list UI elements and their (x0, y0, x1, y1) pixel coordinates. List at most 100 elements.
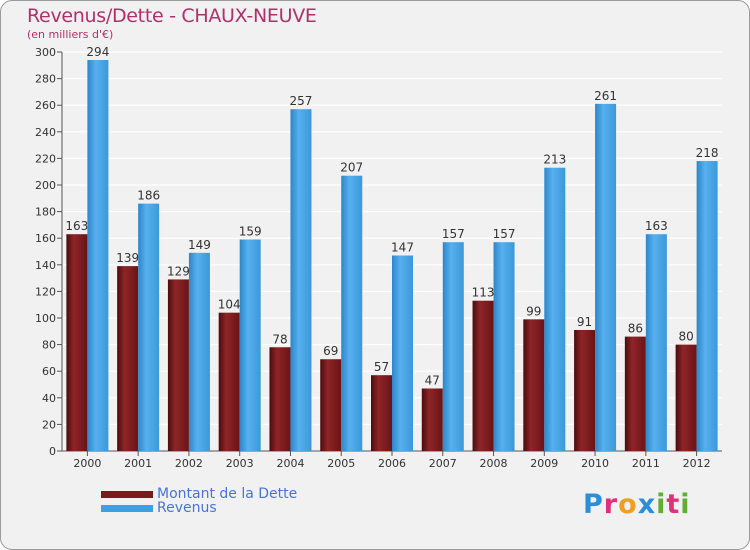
bar-dette (472, 300, 494, 451)
y-tick-label: 240 (35, 126, 56, 139)
x-tick-label: 2012 (683, 457, 711, 470)
data-label-revenus: 157 (493, 227, 516, 241)
data-label-dette: 99 (526, 304, 541, 318)
data-label-dette: 139 (116, 251, 139, 265)
x-tick-label: 2003 (226, 457, 254, 470)
y-tick-label: 300 (35, 46, 56, 59)
data-label-revenus: 147 (391, 240, 414, 254)
y-tick-label: 0 (49, 445, 56, 458)
data-label-revenus: 294 (86, 45, 109, 59)
data-label-revenus: 149 (188, 238, 211, 252)
data-label-dette: 113 (472, 286, 495, 300)
data-label-revenus: 261 (594, 89, 617, 103)
bar-dette (218, 312, 240, 451)
legend: Montant de la Dette Revenus (101, 487, 297, 515)
y-tick-label: 20 (42, 418, 56, 431)
bar-dette (117, 266, 139, 451)
x-tick-label: 2010 (581, 457, 609, 470)
bar-dette (269, 347, 291, 451)
data-label-dette: 163 (65, 219, 88, 233)
data-label-dette: 47 (425, 373, 440, 387)
bar-revenus (341, 175, 363, 451)
x-tick-label: 2005 (327, 457, 355, 470)
legend-item-dette[interactable]: Montant de la Dette (101, 487, 297, 501)
y-tick-label: 220 (35, 152, 56, 165)
bar-dette (66, 234, 88, 451)
y-tick-label: 100 (35, 312, 56, 325)
bar-revenus (696, 161, 718, 451)
bar-revenus (392, 255, 413, 451)
legend-swatch-revenus (101, 504, 153, 512)
data-label-revenus: 163 (645, 219, 668, 233)
x-tick-label: 2009 (530, 457, 558, 470)
data-label-dette: 57 (374, 360, 389, 374)
data-label-revenus: 218 (696, 146, 719, 160)
y-tick-label: 80 (42, 339, 56, 352)
data-label-revenus: 159 (239, 225, 262, 239)
x-tick-label: 2008 (480, 457, 508, 470)
bar-dette (574, 329, 596, 451)
bar-dette (371, 375, 392, 451)
data-label-dette: 78 (272, 332, 287, 346)
logo-letter: i (656, 489, 667, 520)
bar-revenus (290, 109, 312, 451)
bar-dette (167, 279, 189, 451)
y-tick-label: 40 (42, 392, 56, 405)
chart-subtitle: (en milliers d'€) (27, 28, 114, 41)
y-tick-label: 260 (35, 99, 56, 112)
logo-letter: o (618, 489, 638, 520)
legend-label-dette: Montant de la Dette (157, 486, 298, 502)
bar-dette (523, 319, 545, 451)
bar-revenus (595, 103, 617, 452)
bar-revenus (442, 242, 464, 451)
data-label-dette: 69 (323, 344, 338, 358)
legend-swatch-dette (101, 490, 153, 498)
y-tick-label: 180 (35, 206, 56, 219)
data-label-dette: 104 (218, 298, 241, 312)
x-tick-label: 2000 (73, 457, 101, 470)
bar-revenus (645, 234, 667, 451)
data-label-dette: 86 (628, 322, 643, 336)
bar-dette (675, 344, 697, 451)
bar-dette (320, 359, 342, 451)
y-tick-label: 140 (35, 259, 56, 272)
logo-letter: r (603, 489, 619, 520)
x-tick-label: 2011 (632, 457, 660, 470)
y-tick-label: 280 (35, 73, 56, 86)
x-tick-label: 2004 (276, 457, 304, 470)
data-label-revenus: 157 (442, 227, 465, 241)
y-tick-label: 160 (35, 232, 56, 245)
data-label-revenus: 207 (340, 161, 363, 175)
logo-letter: t (666, 489, 681, 520)
bar-revenus (188, 252, 210, 451)
x-tick-label: 2007 (429, 457, 457, 470)
bar-revenus (544, 167, 566, 451)
y-tick-label: 120 (35, 285, 56, 298)
x-tick-label: 2002 (175, 457, 203, 470)
proxiti-logo[interactable]: Proxiti (583, 489, 691, 520)
logo-letter: i (680, 489, 691, 520)
data-label-revenus: 213 (543, 153, 566, 167)
logo-letter: x (637, 489, 657, 520)
legend-item-revenus[interactable]: Revenus (101, 501, 297, 515)
data-label-revenus: 186 (137, 189, 160, 203)
chart-title: Revenus/Dette - CHAUX-NEUVE (27, 5, 317, 27)
y-tick-label: 200 (35, 179, 56, 192)
bar-revenus (493, 242, 515, 451)
bar-dette (421, 388, 443, 451)
data-label-revenus: 257 (290, 94, 313, 108)
data-label-dette: 129 (167, 264, 190, 278)
data-label-dette: 91 (577, 315, 592, 329)
bar-revenus (138, 203, 160, 451)
x-tick-label: 2001 (124, 457, 152, 470)
y-tick-label: 60 (42, 365, 56, 378)
legend-label-revenus: Revenus (157, 500, 217, 516)
logo-letter: P (583, 489, 604, 520)
bar-revenus (239, 239, 261, 451)
data-label-dette: 80 (678, 330, 693, 344)
bar-revenus (87, 59, 109, 451)
bar-dette (624, 336, 646, 451)
x-tick-label: 2006 (378, 457, 406, 470)
